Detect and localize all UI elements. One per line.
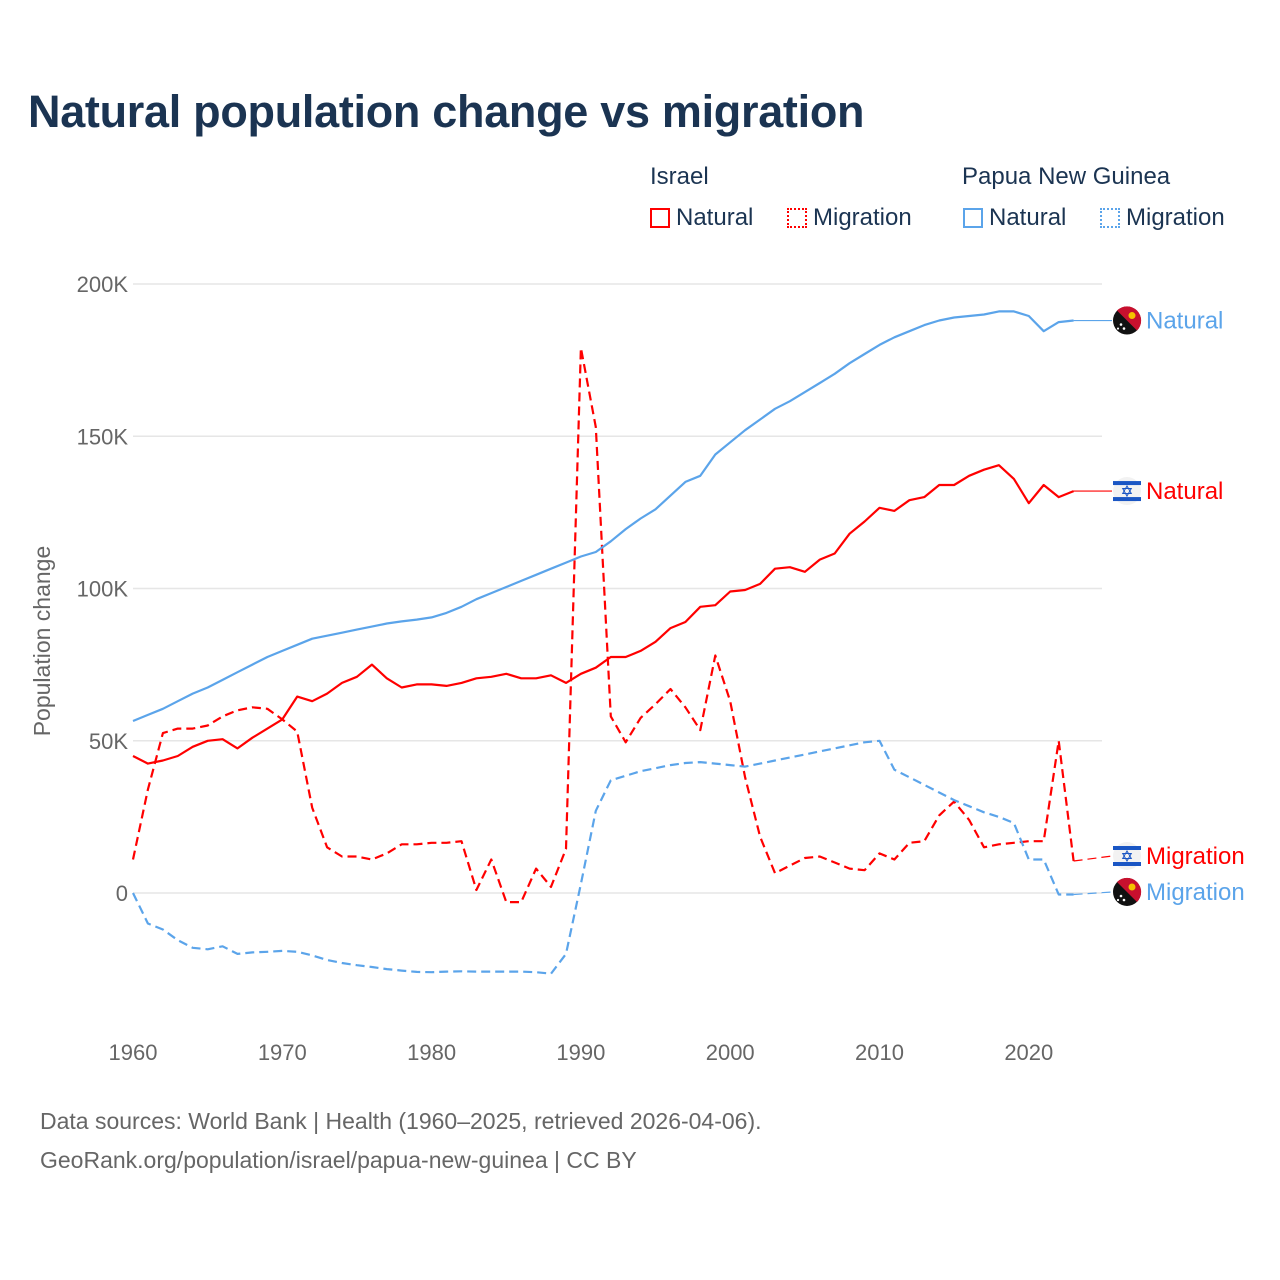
dotted-swatch-icon bbox=[787, 208, 807, 228]
x-tick-label: 1970 bbox=[258, 1040, 307, 1065]
legend-label: Natural bbox=[989, 204, 1067, 231]
y-tick-label: 200K bbox=[77, 272, 129, 297]
series-line-papua-new-guinea-migration[interactable] bbox=[132, 739, 1074, 975]
x-tick-label: 2010 bbox=[855, 1040, 904, 1065]
x-tick-label: 1980 bbox=[407, 1040, 456, 1065]
dotted-swatch-icon bbox=[1100, 208, 1120, 228]
y-tick-label: 150K bbox=[77, 424, 129, 449]
end-label: Natural bbox=[1146, 308, 1223, 335]
x-tick-label: 2020 bbox=[1004, 1040, 1053, 1065]
y-tick-label: 100K bbox=[77, 577, 129, 602]
legend-png-natural[interactable]: Natural bbox=[963, 204, 1066, 232]
png-flag-icon bbox=[1113, 877, 1142, 906]
legend-israel-migration[interactable]: Migration bbox=[787, 204, 912, 232]
series-line-papua-new-guinea-natural[interactable] bbox=[132, 310, 1074, 723]
x-tick-label: 2000 bbox=[706, 1040, 755, 1065]
legend-label: Migration bbox=[1126, 204, 1225, 231]
png-flag-icon bbox=[1113, 306, 1142, 335]
end-label: Migration bbox=[1146, 879, 1245, 906]
legend-label: Migration bbox=[813, 204, 912, 231]
x-tick-label: 1960 bbox=[109, 1040, 158, 1065]
solid-swatch-icon bbox=[963, 208, 983, 228]
x-tick-label: 1990 bbox=[556, 1040, 605, 1065]
y-axis-label: Population change bbox=[29, 546, 55, 737]
footer-sources: Data sources: World Bank | Health (1960–… bbox=[40, 1108, 762, 1134]
legend-group-png: Papua New Guinea bbox=[962, 163, 1171, 190]
solid-swatch-icon bbox=[650, 208, 670, 228]
chart-title: Natural population change vs migration bbox=[28, 86, 865, 137]
y-tick-label: 50K bbox=[89, 729, 128, 754]
israel-flag-icon bbox=[1113, 477, 1141, 506]
end-label: Natural bbox=[1146, 478, 1223, 505]
legend-group-israel: Israel bbox=[650, 163, 709, 190]
series-line-israel-natural[interactable] bbox=[132, 464, 1075, 765]
label-connector bbox=[1073, 855, 1113, 862]
footer-attribution[interactable]: GeoRank.org/population/israel/papua-new-… bbox=[40, 1147, 637, 1173]
legend-label: Natural bbox=[676, 204, 754, 231]
series-line-israel-migration[interactable] bbox=[131, 346, 1075, 904]
israel-flag-icon bbox=[1113, 842, 1141, 870]
legend-israel-natural[interactable]: Natural bbox=[650, 204, 753, 232]
legend-png-migration[interactable]: Migration bbox=[1100, 204, 1225, 232]
y-tick-label: 0 bbox=[116, 881, 128, 906]
label-connector bbox=[1073, 891, 1113, 896]
end-label: Migration bbox=[1146, 843, 1245, 870]
